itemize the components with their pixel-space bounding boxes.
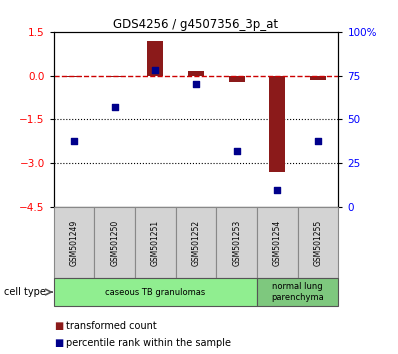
Bar <box>257 278 338 306</box>
Text: GSM501249: GSM501249 <box>70 219 78 266</box>
Text: transformed count: transformed count <box>66 321 156 331</box>
Bar <box>310 76 326 80</box>
Text: percentile rank within the sample: percentile rank within the sample <box>66 338 231 348</box>
Bar <box>217 207 257 278</box>
Bar <box>257 207 298 278</box>
Text: cell type: cell type <box>4 287 46 297</box>
Bar <box>269 76 285 172</box>
Bar <box>188 71 204 76</box>
Bar <box>66 76 82 77</box>
Bar <box>147 41 164 76</box>
Point <box>315 138 321 143</box>
Point <box>274 187 281 193</box>
Point <box>193 82 199 87</box>
Point <box>71 138 77 143</box>
Text: GSM501255: GSM501255 <box>314 219 322 266</box>
Point <box>111 104 118 110</box>
Bar <box>176 207 217 278</box>
Text: ■: ■ <box>54 321 63 331</box>
Bar <box>228 76 245 82</box>
Bar <box>94 207 135 278</box>
Text: GSM501250: GSM501250 <box>110 219 119 266</box>
Text: normal lung
parenchyma: normal lung parenchyma <box>271 282 324 302</box>
Bar <box>135 207 176 278</box>
Bar <box>54 207 94 278</box>
Text: GSM501252: GSM501252 <box>191 219 201 266</box>
Point <box>234 148 240 154</box>
Text: GSM501254: GSM501254 <box>273 219 282 266</box>
Text: caseous TB granulomas: caseous TB granulomas <box>105 287 205 297</box>
Text: ■: ■ <box>54 338 63 348</box>
Title: GDS4256 / g4507356_3p_at: GDS4256 / g4507356_3p_at <box>113 18 279 31</box>
Text: GSM501251: GSM501251 <box>151 219 160 266</box>
Point <box>152 68 158 73</box>
Bar <box>298 207 338 278</box>
Bar <box>107 76 123 77</box>
Bar <box>54 278 257 306</box>
Text: GSM501253: GSM501253 <box>232 219 241 266</box>
